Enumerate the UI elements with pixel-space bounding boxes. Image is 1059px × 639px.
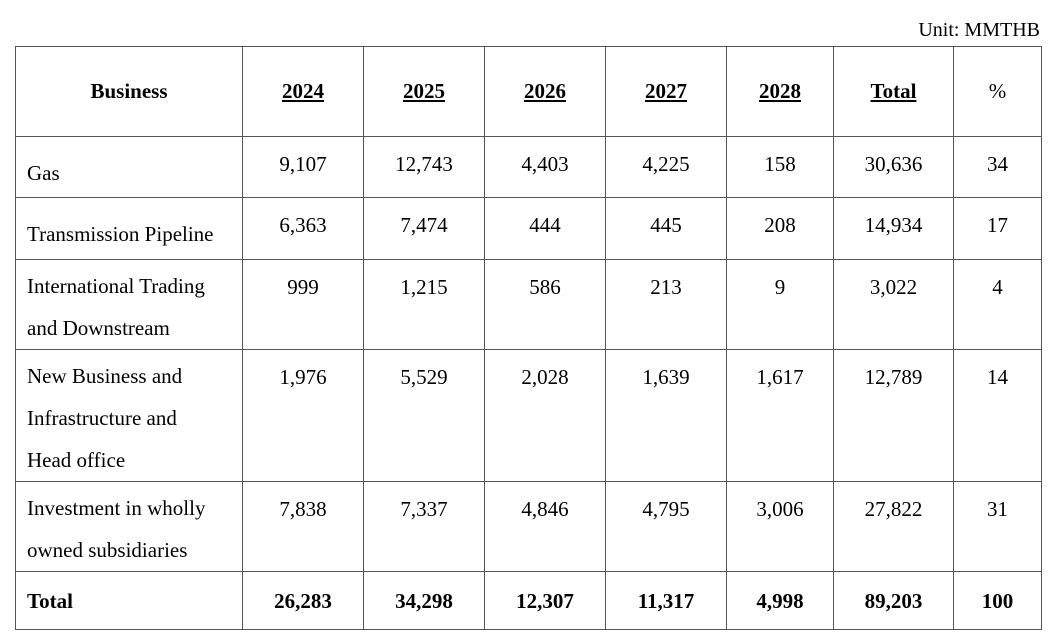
header-2027: 2027 — [605, 46, 727, 137]
cell-2027: 4,795 — [605, 481, 727, 572]
cell-percent: 4 — [953, 259, 1042, 350]
row-name-line: Infrastructure and — [27, 406, 177, 430]
table-row: Gas 9,107 12,743 4,403 4,225 158 30,636 … — [15, 136, 1042, 198]
cell-2027: 1,639 — [605, 349, 727, 482]
investment-table: Business 2024 2025 2026 2027 2028 Total … — [15, 46, 1042, 630]
header-2027-text: 2027 — [645, 79, 687, 103]
cell-2027: 4,225 — [605, 136, 727, 198]
cell-2025: 12,743 — [363, 136, 485, 198]
header-2026-text: 2026 — [524, 79, 566, 103]
header-total: Total — [833, 46, 954, 137]
table-row: International Trading and Downstream 999… — [15, 259, 1042, 350]
total-total: 89,203 — [833, 571, 954, 630]
cell-2024: 6,363 — [242, 197, 364, 260]
cell-2026: 4,846 — [484, 481, 606, 572]
cell-2028: 208 — [726, 197, 834, 260]
cell-2027: 213 — [605, 259, 727, 350]
row-name-gas: Gas — [15, 136, 243, 198]
total-percent: 100 — [953, 571, 1042, 630]
header-business: Business — [15, 46, 243, 137]
cell-2024: 7,838 — [242, 481, 364, 572]
header-2025-text: 2025 — [403, 79, 445, 103]
header-2024-text: 2024 — [282, 79, 324, 103]
cell-2028: 1,617 — [726, 349, 834, 482]
unit-label: Unit: MMTHB — [918, 19, 1040, 41]
row-name-transmission-pipeline: Transmission Pipeline — [15, 197, 243, 260]
table-row: Transmission Pipeline 6,363 7,474 444 44… — [15, 197, 1042, 260]
total-row-label: Total — [15, 571, 243, 630]
row-name-line: and Downstream — [27, 316, 170, 340]
header-2028-text: 2028 — [759, 79, 801, 103]
header-percent: % — [953, 46, 1042, 137]
table-row: Investment in wholly owned subsidiaries … — [15, 481, 1042, 572]
cell-2028: 3,006 — [726, 481, 834, 572]
row-name-line: Gas — [27, 161, 60, 185]
table-row: New Business and Infrastructure and Head… — [15, 349, 1042, 482]
row-name-line: International Trading — [27, 274, 205, 298]
cell-2024: 999 — [242, 259, 364, 350]
total-2026: 12,307 — [484, 571, 606, 630]
cell-2025: 7,337 — [363, 481, 485, 572]
cell-2025: 5,529 — [363, 349, 485, 482]
cell-percent: 31 — [953, 481, 1042, 572]
header-2025: 2025 — [363, 46, 485, 137]
cell-total: 12,789 — [833, 349, 954, 482]
cell-2028: 9 — [726, 259, 834, 350]
cell-2025: 1,215 — [363, 259, 485, 350]
total-2025: 34,298 — [363, 571, 485, 630]
row-name-line: New Business and — [27, 364, 183, 388]
total-row: Total 26,283 34,298 12,307 11,317 4,998 … — [15, 571, 1042, 630]
header-2024: 2024 — [242, 46, 364, 137]
total-2027: 11,317 — [605, 571, 727, 630]
cell-2027: 445 — [605, 197, 727, 260]
cell-2026: 4,403 — [484, 136, 606, 198]
cell-2025: 7,474 — [363, 197, 485, 260]
row-name-line: Transmission Pipeline — [27, 222, 214, 246]
row-name-line: Investment in wholly — [27, 496, 206, 520]
cell-total: 27,822 — [833, 481, 954, 572]
cell-2026: 444 — [484, 197, 606, 260]
header-2028: 2028 — [726, 46, 834, 137]
cell-2026: 2,028 — [484, 349, 606, 482]
row-name-investment-subsidiaries: Investment in wholly owned subsidiaries — [15, 481, 243, 572]
cell-total: 14,934 — [833, 197, 954, 260]
cell-2028: 158 — [726, 136, 834, 198]
cell-percent: 17 — [953, 197, 1042, 260]
row-name-line: Head office — [27, 448, 126, 472]
header-total-text: Total — [870, 79, 917, 103]
cell-2026: 586 — [484, 259, 606, 350]
header-row: Business 2024 2025 2026 2027 2028 Total … — [15, 46, 1042, 137]
cell-2024: 1,976 — [242, 349, 364, 482]
cell-2024: 9,107 — [242, 136, 364, 198]
cell-total: 30,636 — [833, 136, 954, 198]
header-2026: 2026 — [484, 46, 606, 137]
total-2028: 4,998 — [726, 571, 834, 630]
row-name-new-business: New Business and Infrastructure and Head… — [15, 349, 243, 482]
cell-percent: 14 — [953, 349, 1042, 482]
row-name-international-trading: International Trading and Downstream — [15, 259, 243, 350]
cell-total: 3,022 — [833, 259, 954, 350]
cell-percent: 34 — [953, 136, 1042, 198]
total-2024: 26,283 — [242, 571, 364, 630]
row-name-line: owned subsidiaries — [27, 538, 188, 562]
